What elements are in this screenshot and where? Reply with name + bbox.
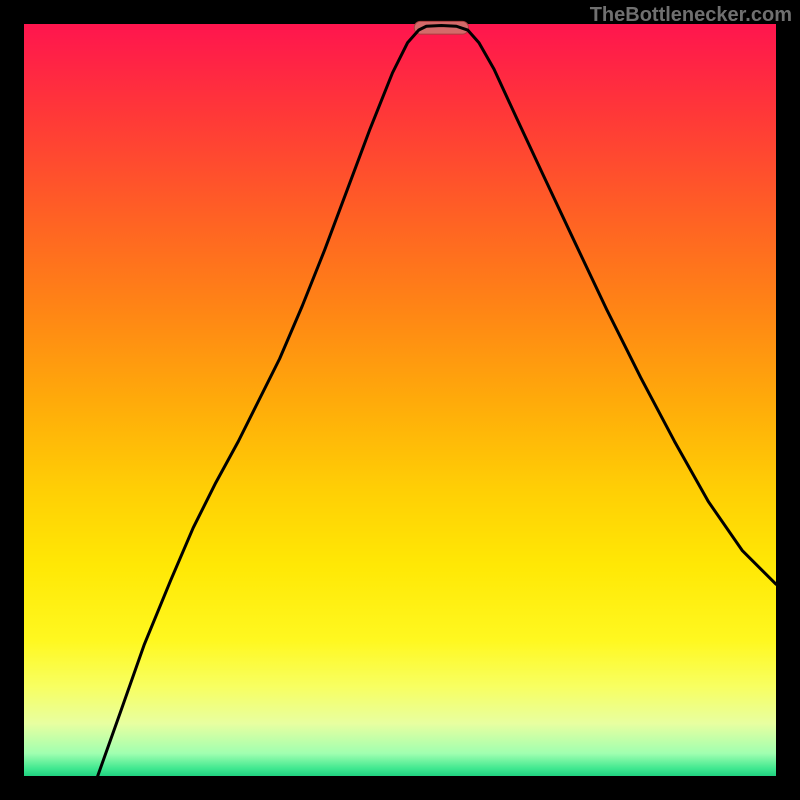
- chart-svg: [0, 0, 800, 800]
- watermark-text: TheBottlenecker.com: [590, 4, 792, 27]
- bottleneck-chart: TheBottlenecker.com: [0, 0, 800, 800]
